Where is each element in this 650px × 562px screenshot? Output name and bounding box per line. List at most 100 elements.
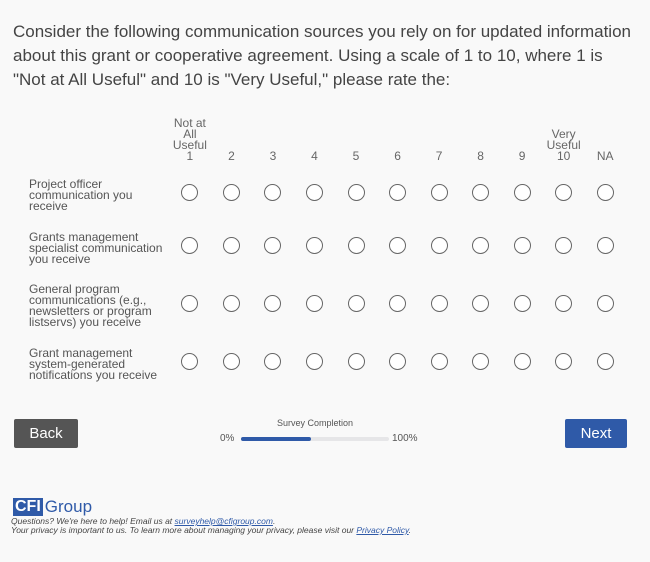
radio-2[interactable]: [222, 353, 240, 370]
row-label: Project officer communication you receiv…: [29, 176, 133, 213]
support-email-link[interactable]: surveyhelp@cfigroup.com: [174, 516, 273, 526]
radio-3[interactable]: [264, 184, 282, 201]
radio-9[interactable]: [513, 353, 531, 370]
radio-cell: [543, 340, 585, 388]
radio-5[interactable]: [347, 237, 365, 254]
footer-help-text: Questions? We're here to help! Email us …: [11, 516, 175, 526]
radio-cell: [584, 224, 626, 272]
radio-10[interactable]: [555, 353, 573, 370]
radio-9[interactable]: [513, 295, 531, 312]
radio-6[interactable]: [389, 184, 407, 201]
scale-header-3: 3: [252, 118, 294, 166]
scale-header-10: Very Useful 10: [543, 118, 585, 166]
radio-cell: [377, 272, 419, 340]
radio-7[interactable]: [430, 184, 448, 201]
radio-5[interactable]: [347, 295, 365, 312]
scale-header-9: 9: [501, 118, 543, 166]
radio-NA[interactable]: [596, 295, 614, 312]
scale-header-value: NA: [596, 149, 614, 163]
scale-header-8: 8: [460, 118, 502, 166]
scale-header-NA: NA: [584, 118, 626, 166]
back-button[interactable]: Back: [14, 419, 78, 448]
radio-6[interactable]: [389, 353, 407, 370]
radio-cell: [501, 166, 543, 224]
radio-cell: [460, 272, 502, 340]
radio-8[interactable]: [472, 184, 490, 201]
footer-punct: .: [408, 525, 412, 535]
radio-cell: [460, 224, 502, 272]
radio-cell: [377, 224, 419, 272]
radio-cell: [584, 272, 626, 340]
radio-1[interactable]: [181, 237, 199, 254]
scale-header-top: Not at All: [173, 116, 206, 141]
progress-min-label: 0%: [220, 433, 235, 444]
scale-header-5: 5: [335, 118, 377, 166]
radio-1[interactable]: [181, 353, 199, 370]
radio-8[interactable]: [472, 237, 490, 254]
radio-cell: [169, 272, 211, 340]
radio-2[interactable]: [222, 295, 240, 312]
radio-cell: [294, 340, 336, 388]
radio-8[interactable]: [472, 353, 490, 370]
radio-cell: [460, 166, 502, 224]
radio-8[interactable]: [472, 295, 490, 312]
scale-header-value: 6: [394, 149, 401, 163]
scale-header-value: 4: [311, 149, 318, 163]
radio-cell: [501, 224, 543, 272]
radio-1[interactable]: [181, 295, 199, 312]
radio-7[interactable]: [430, 237, 448, 254]
radio-1[interactable]: [181, 184, 199, 201]
radio-cell: [294, 224, 336, 272]
row-label: Grants management specialist communicati…: [29, 229, 163, 266]
table-row: Grants management specialist communicati…: [22, 224, 626, 272]
radio-6[interactable]: [389, 295, 407, 312]
radio-cell: [211, 166, 253, 224]
radio-6[interactable]: [389, 237, 407, 254]
radio-cell: [543, 224, 585, 272]
radio-7[interactable]: [430, 353, 448, 370]
radio-2[interactable]: [222, 237, 240, 254]
radio-7[interactable]: [430, 295, 448, 312]
radio-cell: [211, 272, 253, 340]
radio-cell: [335, 340, 377, 388]
radio-cell: [584, 166, 626, 224]
radio-NA[interactable]: [596, 237, 614, 254]
radio-NA[interactable]: [596, 353, 614, 370]
radio-9[interactable]: [513, 237, 531, 254]
radio-3[interactable]: [264, 295, 282, 312]
radio-3[interactable]: [264, 353, 282, 370]
progress-fill: [241, 437, 311, 441]
radio-cell: [169, 224, 211, 272]
radio-5[interactable]: [347, 184, 365, 201]
radio-3[interactable]: [264, 237, 282, 254]
radio-cell: [335, 224, 377, 272]
table-row: Project officer communication you receiv…: [22, 166, 626, 224]
scale-header-value: 2: [228, 149, 235, 163]
radio-4[interactable]: [305, 353, 323, 370]
radio-cell: [460, 340, 502, 388]
radio-cell: [294, 166, 336, 224]
radio-cell: [294, 272, 336, 340]
radio-4[interactable]: [305, 237, 323, 254]
footer-privacy-text: Your privacy is important to us. To lear…: [11, 525, 357, 535]
next-button[interactable]: Next: [565, 419, 627, 448]
radio-5[interactable]: [347, 353, 365, 370]
radio-cell: [169, 166, 211, 224]
radio-4[interactable]: [305, 295, 323, 312]
progress-bar: [241, 437, 389, 441]
radio-cell: [252, 340, 294, 388]
radio-10[interactable]: [555, 295, 573, 312]
radio-cell: [377, 166, 419, 224]
privacy-policy-link[interactable]: Privacy Policy: [356, 525, 409, 535]
radio-cell: [543, 166, 585, 224]
radio-10[interactable]: [555, 237, 573, 254]
radio-cell: [211, 224, 253, 272]
radio-10[interactable]: [555, 184, 573, 201]
row-label: Grant management system-generated notifi…: [29, 345, 158, 382]
radio-2[interactable]: [222, 184, 240, 201]
radio-4[interactable]: [305, 184, 323, 201]
radio-9[interactable]: [513, 184, 531, 201]
radio-NA[interactable]: [596, 184, 614, 201]
scale-header-value: 9: [518, 149, 526, 163]
footer-punct: .: [272, 516, 276, 526]
